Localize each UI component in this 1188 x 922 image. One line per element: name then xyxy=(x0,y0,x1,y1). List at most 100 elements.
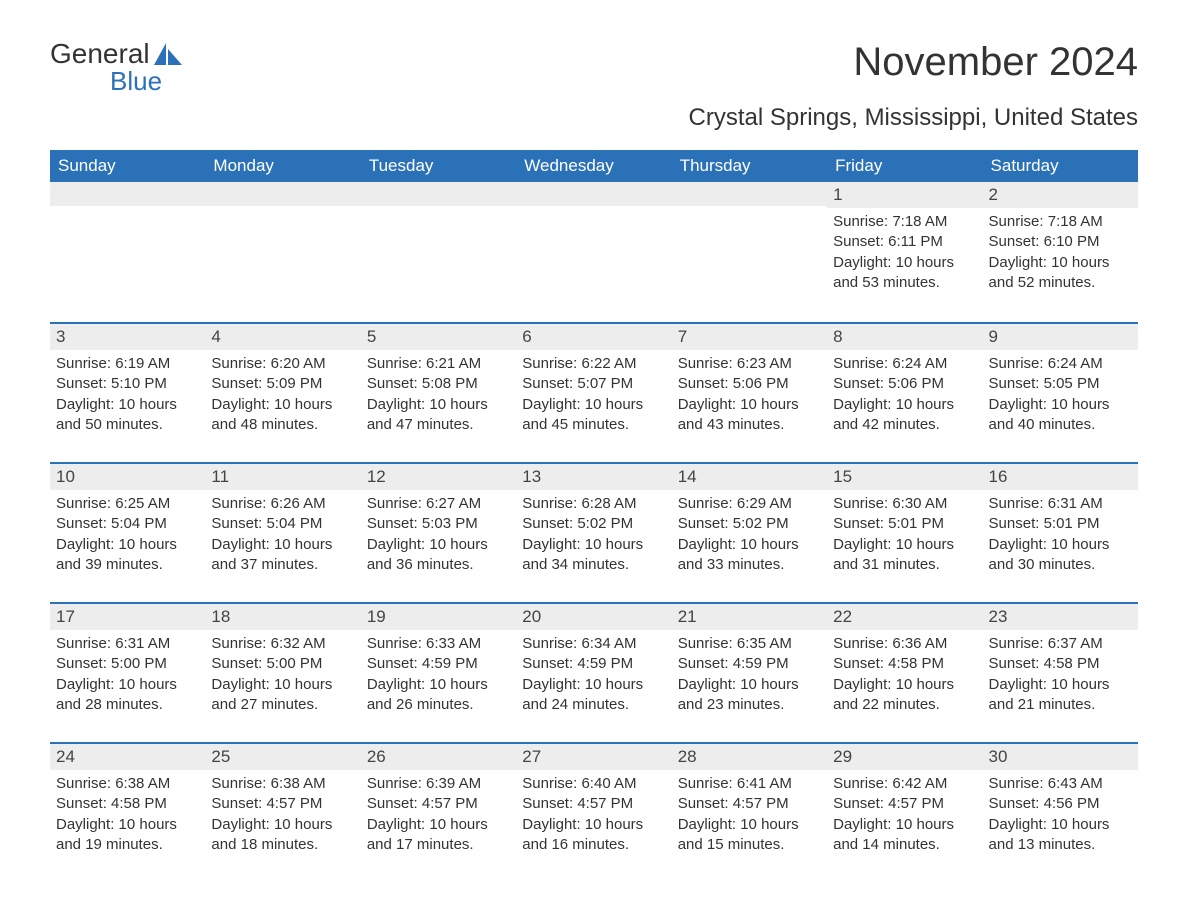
sunrise-value: 6:36 AM xyxy=(892,635,947,652)
sunrise-line: Sunrise: 6:38 AM xyxy=(211,774,354,794)
sunrise-line: Sunrise: 6:20 AM xyxy=(211,354,354,374)
daylight-label: Daylight: xyxy=(678,816,736,833)
cell-body: Sunrise: 6:36 AMSunset: 4:58 PMDaylight:… xyxy=(827,630,982,725)
daylight-line: Daylight: 10 hours and 17 minutes. xyxy=(367,815,510,856)
logo-top: General xyxy=(50,40,184,68)
day-number: 23 xyxy=(983,604,1138,630)
day-number xyxy=(672,182,827,206)
sunrise-line: Sunrise: 6:30 AM xyxy=(833,494,976,514)
sunset-label: Sunset: xyxy=(989,375,1040,392)
sunrise-label: Sunrise: xyxy=(833,495,888,512)
sunset-line: Sunset: 5:04 PM xyxy=(56,514,199,534)
sunrise-value: 6:29 AM xyxy=(737,495,792,512)
day-number: 18 xyxy=(205,604,360,630)
daylight-label: Daylight: xyxy=(367,816,425,833)
sunrise-line: Sunrise: 6:40 AM xyxy=(522,774,665,794)
day-number: 1 xyxy=(827,182,982,208)
calendar-cell: 30Sunrise: 6:43 AMSunset: 4:56 PMDayligh… xyxy=(983,744,1138,882)
sunset-label: Sunset: xyxy=(211,515,262,532)
sunrise-label: Sunrise: xyxy=(989,355,1044,372)
sunrise-line: Sunrise: 6:25 AM xyxy=(56,494,199,514)
sunset-label: Sunset: xyxy=(989,655,1040,672)
cell-body: Sunrise: 6:28 AMSunset: 5:02 PMDaylight:… xyxy=(516,490,671,585)
sunrise-label: Sunrise: xyxy=(678,775,733,792)
sunset-line: Sunset: 4:57 PM xyxy=(522,794,665,814)
sunrise-value: 6:30 AM xyxy=(892,495,947,512)
sunrise-line: Sunrise: 6:19 AM xyxy=(56,354,199,374)
sunset-label: Sunset: xyxy=(989,515,1040,532)
sunrise-line: Sunrise: 6:31 AM xyxy=(989,494,1132,514)
sunrise-label: Sunrise: xyxy=(56,635,111,652)
sunrise-value: 6:37 AM xyxy=(1048,635,1103,652)
logo: General Blue xyxy=(50,40,184,94)
sunset-label: Sunset: xyxy=(211,655,262,672)
sunrise-line: Sunrise: 7:18 AM xyxy=(989,212,1132,232)
sunset-line: Sunset: 5:00 PM xyxy=(211,654,354,674)
sunset-line: Sunset: 4:58 PM xyxy=(833,654,976,674)
calendar-cell: 20Sunrise: 6:34 AMSunset: 4:59 PMDayligh… xyxy=(516,604,671,742)
calendar-cell: 2Sunrise: 7:18 AMSunset: 6:10 PMDaylight… xyxy=(983,182,1138,322)
sunset-line: Sunset: 4:59 PM xyxy=(367,654,510,674)
sunset-line: Sunset: 4:58 PM xyxy=(989,654,1132,674)
sunset-label: Sunset: xyxy=(833,655,884,672)
calendar-cell: 5Sunrise: 6:21 AMSunset: 5:08 PMDaylight… xyxy=(361,324,516,462)
day-number: 8 xyxy=(827,324,982,350)
daylight-line: Daylight: 10 hours and 47 minutes. xyxy=(367,395,510,436)
calendar-week: 17Sunrise: 6:31 AMSunset: 5:00 PMDayligh… xyxy=(50,602,1138,742)
daylight-label: Daylight: xyxy=(989,254,1047,271)
daylight-line: Daylight: 10 hours and 36 minutes. xyxy=(367,535,510,576)
cell-body: Sunrise: 6:33 AMSunset: 4:59 PMDaylight:… xyxy=(361,630,516,725)
day-number: 5 xyxy=(361,324,516,350)
day-number: 30 xyxy=(983,744,1138,770)
sunset-line: Sunset: 5:03 PM xyxy=(367,514,510,534)
sunrise-value: 6:34 AM xyxy=(581,635,636,652)
sunset-line: Sunset: 6:10 PM xyxy=(989,232,1132,252)
calendar-cell: 1Sunrise: 7:18 AMSunset: 6:11 PMDaylight… xyxy=(827,182,982,322)
cell-body: Sunrise: 6:31 AMSunset: 5:01 PMDaylight:… xyxy=(983,490,1138,585)
calendar-cell: 9Sunrise: 6:24 AMSunset: 5:05 PMDaylight… xyxy=(983,324,1138,462)
sunset-value: 5:01 PM xyxy=(1044,515,1100,532)
sunset-line: Sunset: 5:00 PM xyxy=(56,654,199,674)
sail-icon xyxy=(154,43,184,65)
sunset-label: Sunset: xyxy=(56,795,107,812)
sunset-label: Sunset: xyxy=(522,795,573,812)
daylight-line: Daylight: 10 hours and 22 minutes. xyxy=(833,675,976,716)
sunrise-label: Sunrise: xyxy=(989,495,1044,512)
cell-body: Sunrise: 6:37 AMSunset: 4:58 PMDaylight:… xyxy=(983,630,1138,725)
sunrise-value: 6:39 AM xyxy=(426,775,481,792)
sunrise-line: Sunrise: 6:29 AM xyxy=(678,494,821,514)
calendar-week: 3Sunrise: 6:19 AMSunset: 5:10 PMDaylight… xyxy=(50,322,1138,462)
sunset-value: 6:10 PM xyxy=(1044,233,1100,250)
day-header: Saturday xyxy=(983,150,1138,182)
sunrise-line: Sunrise: 6:36 AM xyxy=(833,634,976,654)
sunrise-line: Sunrise: 6:39 AM xyxy=(367,774,510,794)
day-header: Thursday xyxy=(672,150,827,182)
daylight-line: Daylight: 10 hours and 13 minutes. xyxy=(989,815,1132,856)
sunset-line: Sunset: 4:57 PM xyxy=(833,794,976,814)
cell-body: Sunrise: 6:39 AMSunset: 4:57 PMDaylight:… xyxy=(361,770,516,865)
daylight-line: Daylight: 10 hours and 43 minutes. xyxy=(678,395,821,436)
day-number: 20 xyxy=(516,604,671,630)
daylight-label: Daylight: xyxy=(522,536,580,553)
sunrise-value: 6:24 AM xyxy=(1048,355,1103,372)
calendar-cell: 24Sunrise: 6:38 AMSunset: 4:58 PMDayligh… xyxy=(50,744,205,882)
sunset-line: Sunset: 6:11 PM xyxy=(833,232,976,252)
sunset-line: Sunset: 5:04 PM xyxy=(211,514,354,534)
sunset-value: 5:04 PM xyxy=(266,515,322,532)
daylight-label: Daylight: xyxy=(211,676,269,693)
day-number: 13 xyxy=(516,464,671,490)
sunrise-line: Sunrise: 6:37 AM xyxy=(989,634,1132,654)
sunrise-label: Sunrise: xyxy=(989,775,1044,792)
cell-body: Sunrise: 6:31 AMSunset: 5:00 PMDaylight:… xyxy=(50,630,205,725)
day-header: Friday xyxy=(827,150,982,182)
sunset-value: 4:57 PM xyxy=(266,795,322,812)
daylight-label: Daylight: xyxy=(56,816,114,833)
sunrise-label: Sunrise: xyxy=(522,775,577,792)
sunset-label: Sunset: xyxy=(522,655,573,672)
sunset-label: Sunset: xyxy=(56,375,107,392)
day-number: 28 xyxy=(672,744,827,770)
cell-body: Sunrise: 6:24 AMSunset: 5:06 PMDaylight:… xyxy=(827,350,982,445)
daylight-label: Daylight: xyxy=(367,676,425,693)
calendar-cell: 25Sunrise: 6:38 AMSunset: 4:57 PMDayligh… xyxy=(205,744,360,882)
sunset-line: Sunset: 5:01 PM xyxy=(833,514,976,534)
